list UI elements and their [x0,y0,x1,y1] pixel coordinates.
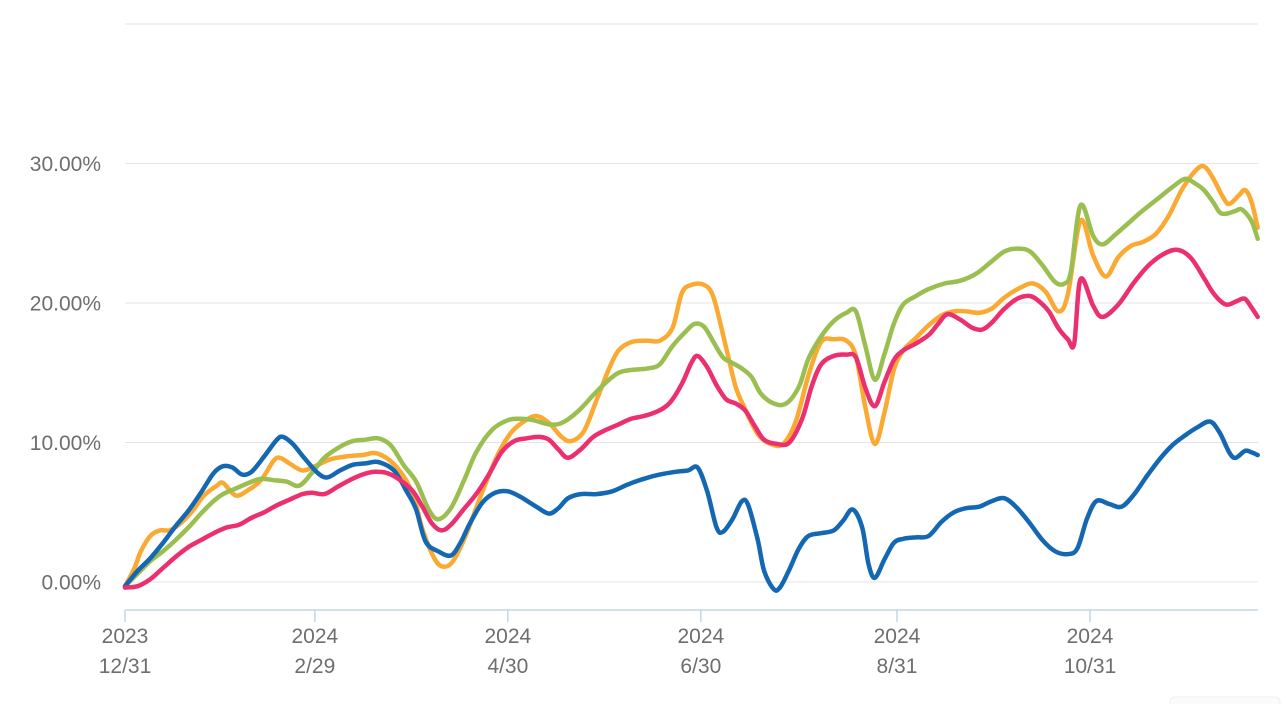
x-axis-label-date: 4/30 [487,655,528,678]
y-axis-label: 30.00% [30,153,101,176]
x-axis-label-date: 2/29 [294,655,335,678]
x-axis-label-date: 10/31 [1064,655,1117,678]
x-axis-label-date: 12/31 [99,655,152,678]
x-axis-label-year: 2024 [677,625,724,648]
series-green-line [122,176,1260,589]
x-axis-label-year: 2024 [1067,625,1114,648]
x-axis: 2023 12/31 2024 2/29 2024 4/30 2024 6/30 2024 8/3… [99,609,1258,678]
series-orange-line [122,163,1260,589]
series-pink-line [122,247,1260,590]
x-axis-label-year: 2023 [102,625,149,648]
x-axis-label-year: 2024 [291,625,338,648]
x-axis-label-year: 2024 [484,625,531,648]
tooltip-peek-box [1169,696,1281,704]
x-axis-label-date: 6/30 [680,655,721,678]
y-axis-label: 10.00% [30,432,101,455]
y-axis-label: 20.00% [30,293,101,316]
series-blue-line [122,419,1260,593]
gridlines [125,23,1258,583]
y-axis-label: 0.00% [41,572,101,595]
x-axis-label-year: 2024 [874,625,921,648]
x-axis-label-date: 8/31 [877,655,918,678]
series-lines [122,163,1260,593]
y-axis-labels: 0.00% 10.00% 20.00% 30.00% [30,153,101,595]
